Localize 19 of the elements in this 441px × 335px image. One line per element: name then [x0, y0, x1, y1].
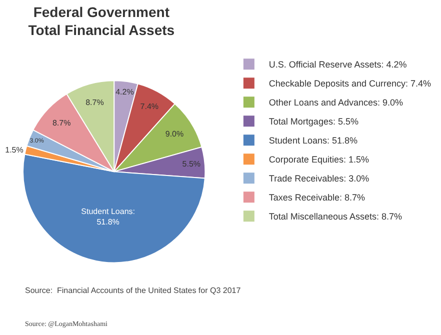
legend-label: Corporate Equities: 1.5% [268, 154, 369, 165]
source-note: Source: Financial Accounts of the United States for Q3 2017 [25, 286, 242, 295]
data-label: 8.7% [52, 118, 71, 128]
legend-label: Taxes Receivable: 8.7% [268, 192, 365, 203]
legend-label: Checkable Deposits and Currency: 7.4% [268, 78, 432, 89]
data-label: 8.7% [86, 98, 104, 108]
data-label: 7.4% [140, 102, 159, 112]
data-label: 4.2% [116, 87, 134, 96]
data-label: Student Loans: 51.8% [81, 207, 135, 226]
legend-label: Other Loans and Advances: 9.0% [268, 98, 404, 108]
chart-title: Federal Government Total Financial Assets [28, 4, 175, 38]
legend-label: Total Mortgages: 5.5% [268, 116, 358, 127]
data-label: 9.0% [165, 130, 184, 139]
legend-label: Trade Receivables: 3.0% [268, 174, 370, 184]
data-label: 5.5% [182, 159, 200, 168]
legend-label: Total Miscellaneous Assets: 8.7% [268, 212, 402, 222]
legend-label: Student Loans: 51.8% [268, 136, 358, 146]
legend-label: U.S. Official Reserve Assets: 4.2% [268, 60, 407, 70]
data-label: 1.5% [5, 145, 24, 154]
